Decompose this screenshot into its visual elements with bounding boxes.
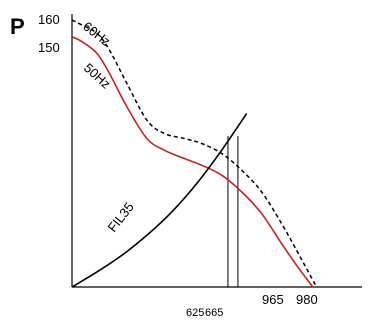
axes	[71, 14, 362, 288]
labels: P 160 150 625 665 965 980 60Hz 50Hz FIL3…	[10, 12, 318, 319]
series-label-50hz: 50Hz	[81, 60, 114, 91]
series-line-50hz	[71, 35, 314, 288]
y-tick-label-150: 150	[38, 40, 60, 55]
x-tick-label-980: 980	[296, 292, 318, 307]
series-label-fil35: FIL35	[105, 199, 137, 234]
x-tick-label-965: 965	[262, 292, 284, 307]
series-line-60hz	[71, 19, 318, 288]
operating-point-lines	[227, 136, 239, 287]
series-line-fil35	[71, 113, 248, 288]
x-tick-label-665: 665	[205, 307, 223, 319]
y-tick-label-160: 160	[38, 12, 60, 27]
y-axis-label: P	[10, 14, 25, 39]
x-tick-label-625: 625	[186, 307, 204, 319]
series-lines	[71, 19, 318, 288]
